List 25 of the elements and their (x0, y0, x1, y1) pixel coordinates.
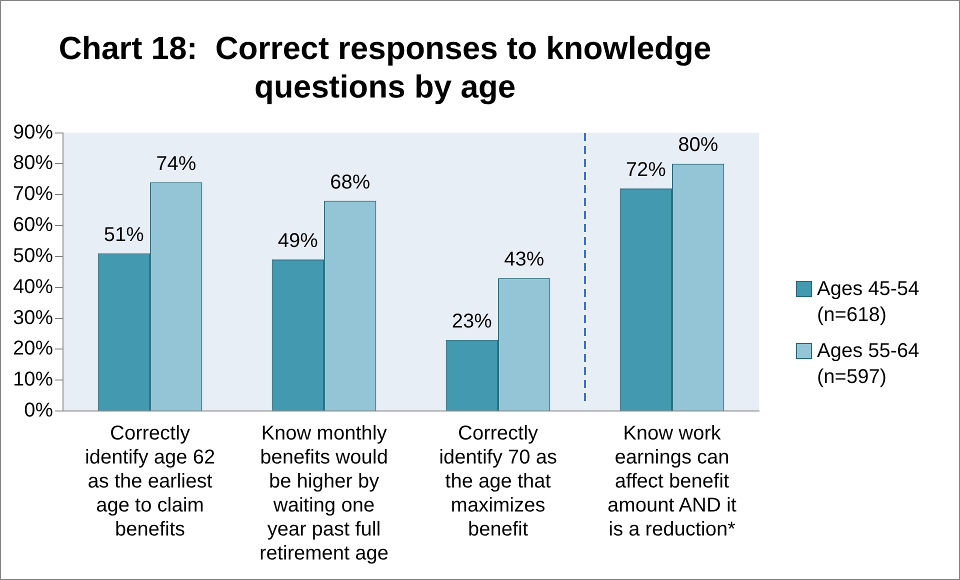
y-tick-label: 20% (13, 338, 54, 360)
x-tick-label: Correctly identify age 62 as the earliest age to claim benefits (84, 422, 216, 541)
data-label: 68% (330, 171, 370, 194)
data-label: 23% (452, 310, 492, 332)
y-tick-label: 0% (24, 400, 54, 422)
chart-title: Chart 18: Correct responses to knowledge questions by age (58, 30, 712, 104)
data-label: 72% (626, 158, 666, 181)
data-label: 51% (104, 224, 144, 246)
y-tick-label: 50% (13, 244, 54, 267)
y-tick-label: 30% (13, 306, 54, 329)
legend-label: Ages 55-64 (n=597) (817, 339, 920, 390)
y-tick-label: 80% (13, 152, 54, 174)
x-tick-label: Know work earnings can affect benefit amount AND it is a reduction* (608, 422, 737, 541)
data-label: 74% (156, 152, 196, 175)
y-tick-label: 40% (13, 276, 54, 298)
x-tick-label: Correctly identify 70 as the age that maximizes benefit (439, 422, 557, 541)
legend-label: Ages 45-54 (n=618) (817, 277, 920, 328)
y-tick-label: 10% (13, 368, 54, 391)
y-tick-label: 60% (13, 214, 54, 236)
y-tick-label: 70% (13, 183, 54, 206)
x-tick-label: Know monthly benefits would be higher by waiting one year past full retirement age (260, 422, 389, 565)
data-label: 43% (504, 248, 544, 271)
data-label: 49% (278, 230, 318, 252)
data-label: 80% (678, 134, 718, 156)
y-tick-label: 90% (13, 121, 54, 144)
